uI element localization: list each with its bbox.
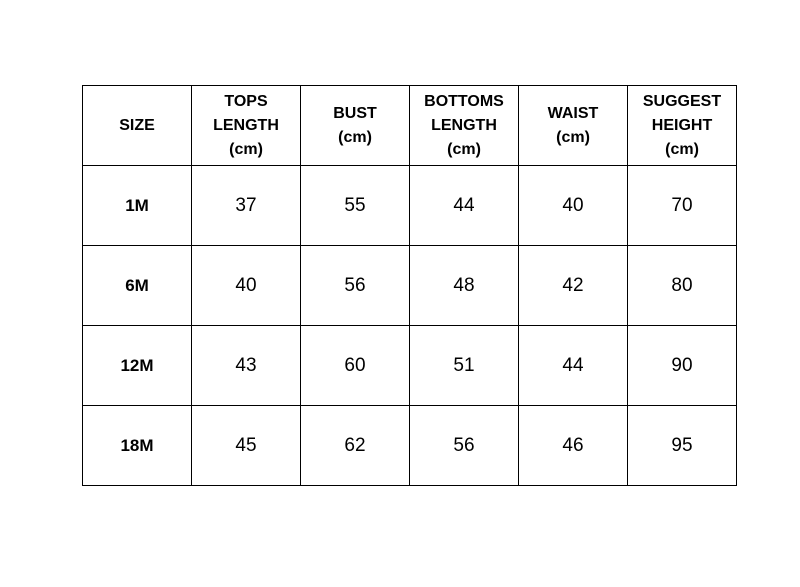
suggest-height-cell: 95	[627, 405, 737, 486]
size-chart-table: SIZE TOPS LENGTH (cm) BUST (cm) BOTTOMS …	[82, 85, 737, 486]
bottoms-length-cell: 56	[409, 405, 519, 486]
header-waist: WAIST (cm)	[518, 85, 628, 166]
tops-length-cell: 40	[191, 245, 301, 326]
tops-length-cell: 45	[191, 405, 301, 486]
suggest-height-cell: 70	[627, 165, 737, 246]
bust-cell: 56	[300, 245, 410, 326]
bust-cell: 55	[300, 165, 410, 246]
header-size: SIZE	[82, 85, 192, 166]
bottoms-length-cell: 44	[409, 165, 519, 246]
size-cell: 18M	[82, 405, 192, 486]
bottoms-length-cell: 51	[409, 325, 519, 406]
size-cell: 6M	[82, 245, 192, 326]
table-row: 12M 43 60 51 44 90	[82, 325, 737, 406]
suggest-height-cell: 90	[627, 325, 737, 406]
suggest-height-cell: 80	[627, 245, 737, 326]
table-row: 6M 40 56 48 42 80	[82, 245, 737, 326]
header-tops-length: TOPS LENGTH (cm)	[191, 85, 301, 166]
bust-cell: 60	[300, 325, 410, 406]
table-row: 1M 37 55 44 40 70	[82, 165, 737, 246]
table-header-row: SIZE TOPS LENGTH (cm) BUST (cm) BOTTOMS …	[82, 85, 737, 166]
size-cell: 12M	[82, 325, 192, 406]
table-row: 18M 45 62 56 46 95	[82, 405, 737, 486]
tops-length-cell: 37	[191, 165, 301, 246]
header-bottoms-length: BOTTOMS LENGTH (cm)	[409, 85, 519, 166]
bust-cell: 62	[300, 405, 410, 486]
tops-length-cell: 43	[191, 325, 301, 406]
header-bust: BUST (cm)	[300, 85, 410, 166]
waist-cell: 42	[518, 245, 628, 326]
header-suggest-height: SUGGEST HEIGHT (cm)	[627, 85, 737, 166]
waist-cell: 40	[518, 165, 628, 246]
bottoms-length-cell: 48	[409, 245, 519, 326]
waist-cell: 46	[518, 405, 628, 486]
size-cell: 1M	[82, 165, 192, 246]
waist-cell: 44	[518, 325, 628, 406]
